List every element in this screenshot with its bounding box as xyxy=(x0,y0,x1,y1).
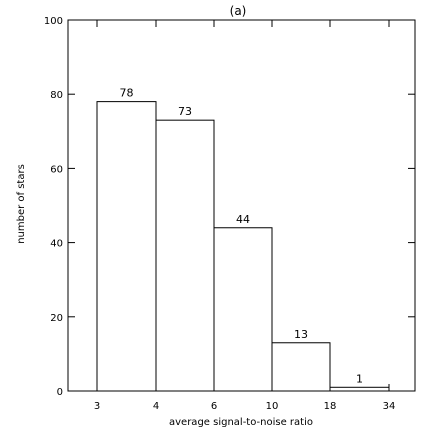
x-tick-label: 3 xyxy=(94,401,100,412)
y-tick-label: 100 xyxy=(44,16,63,27)
x-axis-label: average signal-to-noise ratio xyxy=(169,417,313,428)
y-tick-label: 80 xyxy=(50,90,63,101)
bar-value-label: 1 xyxy=(356,372,363,385)
bar-value-label: 78 xyxy=(120,87,134,100)
y-tick-label: 40 xyxy=(50,239,63,250)
bar-value-label: 44 xyxy=(236,213,250,226)
histogram-bar xyxy=(155,119,215,392)
y-tick-label: 60 xyxy=(50,164,63,175)
histogram-bar xyxy=(96,101,157,392)
chart-title: (a) xyxy=(230,4,247,18)
x-tick-label: 18 xyxy=(324,401,337,412)
x-tick-label: 4 xyxy=(153,401,159,412)
y-tick-label: 0 xyxy=(57,387,63,398)
x-tick-label: 34 xyxy=(383,401,396,412)
bar-labels-group: 78 73 44 13 1 xyxy=(120,87,364,386)
bar-value-label: 73 xyxy=(178,105,192,118)
x-axis-ticks: 3 4 6 10 18 34 xyxy=(94,20,396,412)
y-axis-ticks: 0 20 40 60 80 100 xyxy=(44,16,415,398)
bars-group xyxy=(96,101,390,392)
histogram-bar xyxy=(271,342,331,392)
histogram-bar xyxy=(213,227,273,392)
y-axis-label: number of stars xyxy=(16,164,27,244)
y-tick-label: 20 xyxy=(50,313,63,324)
x-tick-label: 10 xyxy=(266,401,279,412)
bar-value-label: 13 xyxy=(294,328,308,341)
histogram-bar xyxy=(329,386,390,392)
x-tick-label: 6 xyxy=(211,401,217,412)
